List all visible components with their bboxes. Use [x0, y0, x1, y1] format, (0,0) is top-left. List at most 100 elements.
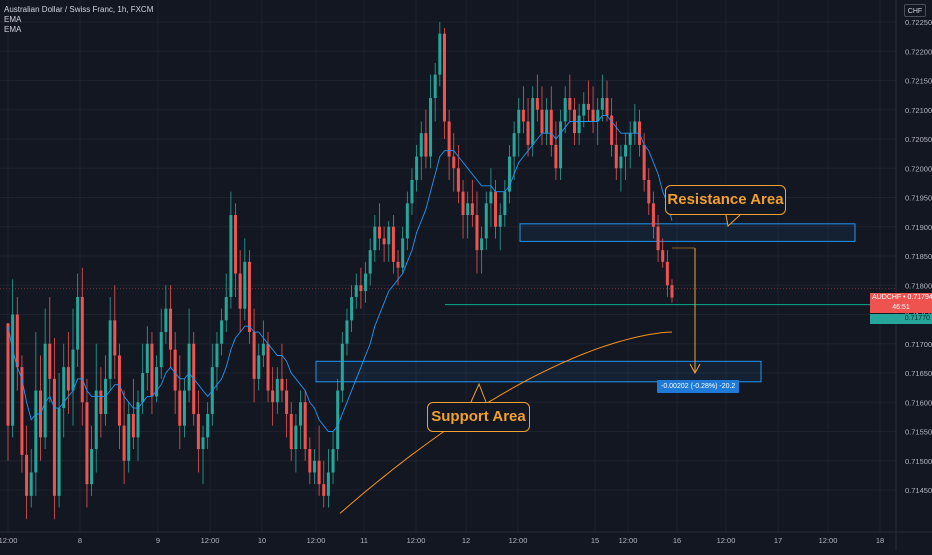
y-tick-label: 0.71800 — [905, 281, 932, 290]
candle-body — [117, 355, 121, 426]
candle-body — [71, 349, 75, 391]
candle-body — [66, 367, 70, 391]
candle-body — [591, 109, 595, 122]
candle-body — [289, 413, 293, 450]
candle-body — [247, 261, 251, 333]
measurement-label[interactable]: -0.00202 (-0.28%) -20.2 — [657, 380, 740, 393]
candle-body — [624, 144, 628, 157]
candle-body — [80, 296, 84, 403]
candle-body — [642, 144, 646, 180]
candle-body — [614, 144, 618, 169]
candle-body — [661, 250, 665, 262]
chart-legend: Australian Dollar / Swiss Franc, 1h, FXC… — [4, 5, 153, 35]
y-tick-label: 0.71450 — [905, 486, 932, 495]
y-tick-label: 0.71650 — [905, 369, 932, 378]
ema-indicator-1[interactable]: EMA — [4, 15, 22, 24]
candle-body — [150, 343, 154, 397]
candle-body — [647, 179, 651, 204]
candle-body — [336, 390, 340, 450]
candle-body — [419, 133, 423, 157]
candle-body — [563, 98, 567, 122]
candle-body — [503, 191, 507, 216]
candle-body — [596, 109, 600, 122]
candle-body — [303, 402, 307, 450]
candle-body — [169, 308, 173, 350]
candle-body — [382, 238, 386, 245]
candle-body — [610, 115, 614, 145]
candle-body — [275, 378, 279, 403]
x-tick-label: 12:00 — [201, 536, 220, 545]
candle-body — [507, 156, 511, 192]
x-tick-label: 10 — [258, 536, 266, 545]
candle-body — [234, 215, 238, 274]
x-tick-label: 8 — [78, 536, 82, 545]
countdown-tag: 46:51 — [870, 303, 932, 313]
candle-body — [331, 449, 335, 473]
support-zone — [315, 360, 762, 383]
y-tick-label: 0.71500 — [905, 457, 932, 466]
candle-body — [656, 226, 660, 251]
symbol-title[interactable]: Australian Dollar / Swiss Franc, 1h, FXC… — [4, 5, 154, 14]
candle-body — [401, 238, 405, 268]
candle-body — [359, 285, 363, 292]
candle-body — [136, 402, 140, 438]
x-tick-label: 12 — [462, 536, 470, 545]
y-tick-label: 0.72100 — [905, 106, 932, 115]
candle-body — [173, 349, 177, 391]
candle-body — [99, 390, 103, 414]
candle-body — [475, 215, 479, 251]
candle-body — [294, 425, 298, 450]
candle-body — [345, 320, 349, 344]
candle-body — [113, 320, 117, 356]
candle-body — [438, 33, 442, 75]
x-tick-label: 9 — [156, 536, 160, 545]
candle-body — [326, 472, 330, 496]
candle-body — [517, 109, 521, 134]
candle-body — [57, 408, 61, 496]
y-tick-label: 0.71900 — [905, 223, 932, 232]
candle-body — [554, 144, 558, 169]
x-tick-label: 12:00 — [619, 536, 638, 545]
candle-body — [43, 343, 47, 438]
candle-body — [252, 332, 256, 379]
candle-body — [549, 109, 553, 145]
candle-body — [480, 238, 484, 251]
candle-body — [600, 98, 604, 110]
candle-body — [48, 343, 52, 379]
candle-body — [633, 121, 637, 134]
candle-body — [131, 413, 135, 438]
candle-body — [415, 156, 419, 180]
candle-body — [377, 226, 381, 239]
candle-body — [512, 133, 516, 157]
candle-body — [568, 98, 572, 110]
candle-body — [373, 226, 377, 251]
x-tick-label: 16 — [673, 536, 681, 545]
candle-body — [34, 390, 38, 473]
support-area-label[interactable]: Support Area — [427, 402, 530, 432]
candle-body — [442, 33, 446, 122]
x-tick-label: 17 — [774, 536, 782, 545]
currency-badge[interactable]: CHF — [904, 4, 926, 17]
candle-body — [364, 273, 368, 292]
candle-body — [470, 203, 474, 216]
candle-body — [11, 314, 15, 426]
candle-body — [238, 273, 242, 309]
ema-indicator-2[interactable]: EMA — [4, 25, 22, 34]
y-tick-label: 0.71550 — [905, 428, 932, 437]
candle-body — [280, 378, 284, 391]
resistance-area-label[interactable]: Resistance Area — [665, 185, 786, 215]
candle-body — [619, 156, 623, 169]
candle-body — [29, 472, 33, 496]
x-tick-label: 12:00 — [509, 536, 528, 545]
candle-body — [266, 343, 270, 391]
x-tick-label: 12:00 — [407, 536, 426, 545]
candle-body — [94, 390, 98, 450]
candle-body — [127, 413, 131, 461]
resistance-zone — [519, 223, 856, 242]
candle-body — [182, 390, 186, 426]
candle-body — [257, 355, 261, 379]
candle-body — [322, 484, 326, 496]
candle-body — [651, 203, 655, 227]
